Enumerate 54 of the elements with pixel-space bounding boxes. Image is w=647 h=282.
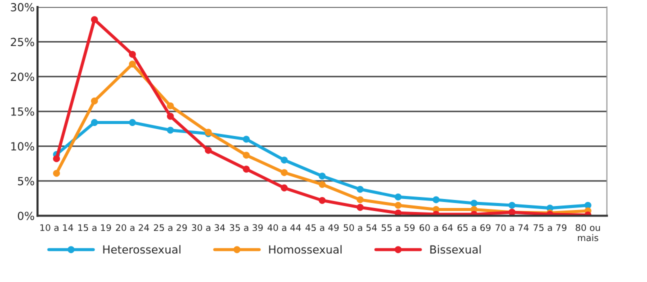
y-tick-label: 10% bbox=[11, 142, 34, 151]
point bbox=[242, 166, 250, 173]
point bbox=[166, 126, 174, 134]
y-tick-label: 5% bbox=[18, 176, 34, 186]
point bbox=[90, 16, 98, 24]
y-tick-label: 30% bbox=[10, 3, 34, 12]
point bbox=[280, 169, 288, 176]
point bbox=[280, 184, 288, 192]
y-tick-label: 0% bbox=[18, 212, 34, 220]
point bbox=[53, 170, 60, 177]
x-tick-label: 65 a 69 bbox=[458, 224, 491, 232]
legend-label: Homossexual bbox=[269, 245, 342, 254]
point bbox=[432, 196, 440, 204]
legend-label: Heterossexual bbox=[103, 245, 180, 254]
x-tick-label: 15 a 19 bbox=[78, 224, 111, 232]
x-tick-label: 40 a 44 bbox=[268, 224, 301, 232]
point bbox=[356, 204, 364, 211]
x-tick-label: 45 a 49 bbox=[306, 224, 339, 232]
point bbox=[508, 202, 516, 209]
point bbox=[280, 156, 288, 164]
y-tick-label: 20% bbox=[10, 72, 34, 81]
point bbox=[356, 196, 364, 204]
point bbox=[90, 97, 98, 104]
x-tick-label: 70 a 74 bbox=[496, 224, 529, 232]
point bbox=[90, 119, 98, 126]
point bbox=[128, 60, 136, 68]
point bbox=[128, 50, 136, 58]
point bbox=[470, 200, 478, 207]
y-tick-label: 15% bbox=[11, 107, 34, 116]
point bbox=[318, 196, 326, 204]
point bbox=[242, 136, 250, 143]
x-tick-label: 60 a 64 bbox=[420, 224, 453, 232]
x-tick-label: 80 ou mais bbox=[576, 224, 600, 242]
x-tick-label: 55 a 59 bbox=[382, 224, 415, 232]
legend-label: Bissexual bbox=[430, 245, 481, 254]
point bbox=[166, 102, 174, 110]
x-tick-label: 35 a 39 bbox=[230, 224, 263, 232]
point bbox=[394, 202, 402, 209]
point bbox=[318, 172, 326, 180]
point bbox=[166, 112, 174, 120]
y-tick-label: 25% bbox=[10, 38, 34, 46]
x-tick-label: 30 a 34 bbox=[192, 224, 225, 232]
point bbox=[394, 193, 402, 200]
point bbox=[128, 119, 136, 126]
x-tick-label: 25 a 29 bbox=[154, 224, 187, 232]
x-tick-label: 10 a 14 bbox=[40, 224, 74, 232]
point bbox=[53, 155, 60, 162]
point bbox=[356, 186, 364, 193]
x-tick-label: 50 a 54 bbox=[344, 224, 377, 232]
x-tick-label: 20 a 24 bbox=[116, 224, 150, 232]
point bbox=[204, 146, 212, 154]
x-tick-label: 75 a 79 bbox=[534, 224, 566, 232]
point bbox=[242, 152, 250, 159]
point bbox=[318, 180, 326, 188]
